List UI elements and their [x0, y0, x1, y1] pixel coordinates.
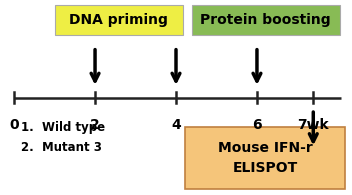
Text: DNA priming: DNA priming [69, 13, 168, 27]
FancyBboxPatch shape [192, 5, 340, 35]
Text: 2: 2 [90, 118, 100, 132]
Text: Protein boosting: Protein boosting [200, 13, 331, 27]
Text: 0: 0 [9, 118, 19, 132]
Text: 4: 4 [171, 118, 181, 132]
Text: 7wk: 7wk [297, 118, 329, 132]
Text: Mouse IFN-r
ELISPOT: Mouse IFN-r ELISPOT [218, 141, 312, 175]
Text: 1.  Wild type
2.  Mutant 3: 1. Wild type 2. Mutant 3 [21, 121, 105, 154]
Text: 6: 6 [252, 118, 262, 132]
FancyBboxPatch shape [185, 127, 345, 189]
FancyBboxPatch shape [55, 5, 183, 35]
